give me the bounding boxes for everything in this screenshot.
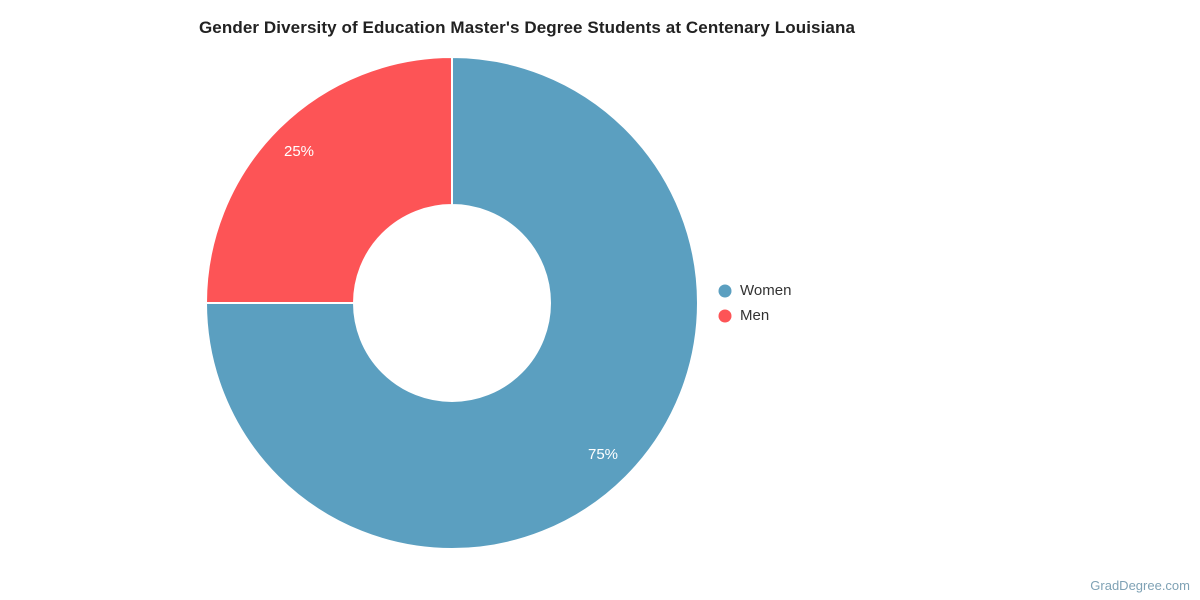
legend-item-women[interactable]: Women	[718, 280, 791, 301]
legend-dot-men	[718, 309, 732, 322]
chart-title: Gender Diversity of Education Master's D…	[198, 18, 856, 37]
legend-marker-women-icon	[718, 284, 732, 297]
legend-dot-women	[718, 284, 732, 297]
slice-women[interactable]	[205, 56, 699, 550]
slice-label-women: 75%	[588, 446, 618, 463]
legend-label-men: Men	[740, 307, 770, 324]
slice-men[interactable]	[205, 56, 453, 304]
watermark: GradDegree.com	[1090, 578, 1190, 593]
legend: Women Men	[718, 280, 791, 326]
legend-marker-men-icon	[718, 309, 732, 322]
legend-item-men[interactable]: Men	[718, 305, 791, 326]
legend-label-women: Women	[740, 282, 792, 299]
slice-label-men: 25%	[284, 143, 314, 160]
